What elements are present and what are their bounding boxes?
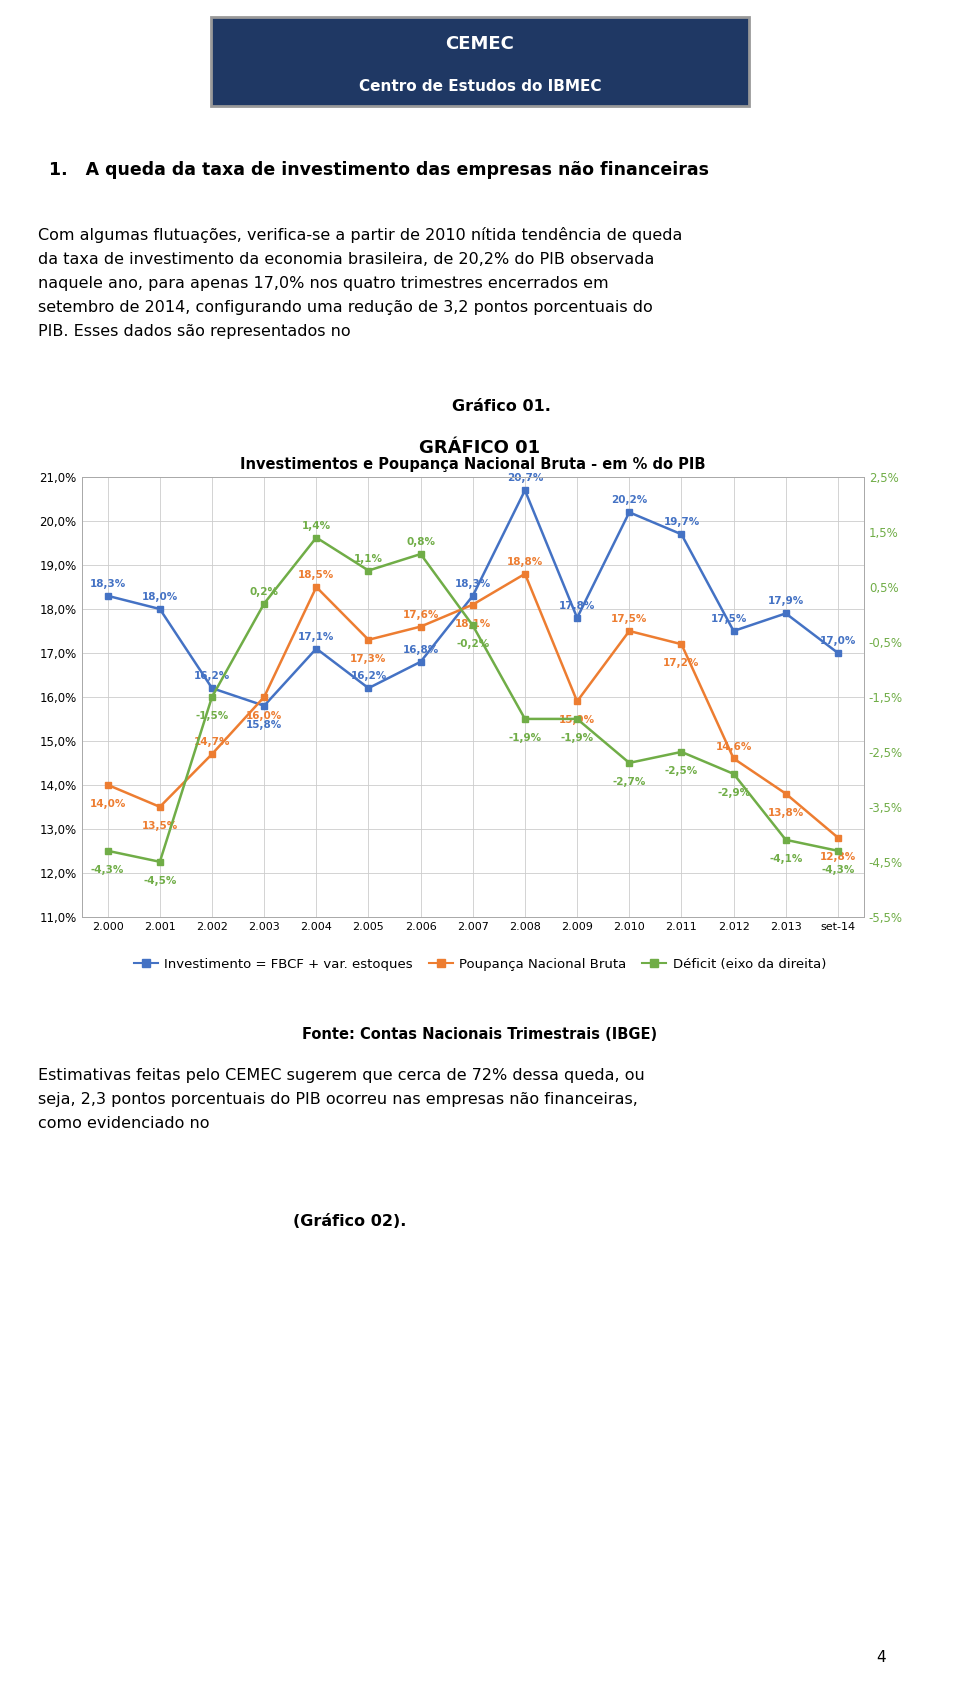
Text: -2,5%: -2,5%	[665, 765, 698, 775]
Text: Com algumas flutuações, verifica-se a partir de 2010 nítida tendência de queda
d: Com algumas flutuações, verifica-se a pa…	[38, 227, 683, 339]
Text: GRÁFICO 01: GRÁFICO 01	[420, 440, 540, 457]
Text: 14,0%: 14,0%	[89, 799, 126, 809]
Text: 1.   A queda da taxa de investimento das empresas não financeiras: 1. A queda da taxa de investimento das e…	[49, 160, 709, 179]
Text: 20,7%: 20,7%	[507, 474, 543, 484]
Text: CEMEC: CEMEC	[445, 34, 515, 53]
Text: Fonte: Contas Nacionais Trimestrais (IBGE): Fonte: Contas Nacionais Trimestrais (IBG…	[302, 1028, 658, 1041]
Text: Estimativas feitas pelo CEMEC sugerem que cerca de 72% dessa queda, ou
seja, 2,3: Estimativas feitas pelo CEMEC sugerem qu…	[38, 1068, 645, 1131]
Text: 12,8%: 12,8%	[820, 852, 856, 862]
Text: 18,3%: 18,3%	[89, 579, 126, 590]
Text: 14,7%: 14,7%	[194, 738, 230, 746]
Text: 16,8%: 16,8%	[402, 644, 439, 654]
Text: -1,9%: -1,9%	[561, 733, 593, 743]
Text: 17,3%: 17,3%	[350, 654, 387, 663]
FancyBboxPatch shape	[211, 17, 749, 106]
Text: -0,2%: -0,2%	[456, 639, 490, 649]
Text: 17,5%: 17,5%	[711, 613, 748, 624]
Text: 17,6%: 17,6%	[402, 610, 439, 620]
Text: 17,0%: 17,0%	[820, 636, 856, 646]
Text: -4,3%: -4,3%	[91, 864, 125, 874]
Text: 4: 4	[876, 1649, 886, 1665]
Text: 1,1%: 1,1%	[354, 554, 383, 564]
Text: 16,0%: 16,0%	[246, 711, 282, 721]
Text: -1,9%: -1,9%	[509, 733, 541, 743]
Text: 18,5%: 18,5%	[299, 571, 334, 579]
Text: 20,2%: 20,2%	[612, 496, 647, 506]
Text: 18,1%: 18,1%	[455, 619, 491, 629]
Text: 14,6%: 14,6%	[715, 741, 752, 751]
Text: Gráfico 01.: Gráfico 01.	[452, 399, 551, 414]
Text: (Gráfico 02).: (Gráfico 02).	[293, 1213, 406, 1229]
Text: -4,5%: -4,5%	[143, 876, 177, 886]
Text: 0,8%: 0,8%	[406, 537, 435, 547]
Text: 16,2%: 16,2%	[194, 671, 230, 682]
Text: 15,9%: 15,9%	[559, 716, 595, 726]
Text: 1,4%: 1,4%	[301, 521, 331, 530]
Text: 18,8%: 18,8%	[507, 557, 543, 567]
Text: 17,1%: 17,1%	[299, 632, 334, 642]
Text: 17,5%: 17,5%	[612, 613, 647, 624]
Text: -4,1%: -4,1%	[769, 854, 803, 864]
Legend: Investimento = FBCF + var. estoques, Poupança Nacional Bruta, Déficit (eixo da d: Investimento = FBCF + var. estoques, Pou…	[129, 953, 831, 976]
Text: 15,8%: 15,8%	[246, 719, 282, 729]
Text: 16,2%: 16,2%	[350, 671, 387, 682]
Text: 17,2%: 17,2%	[663, 658, 700, 668]
Title: Investimentos e Poupança Nacional Bruta - em % do PIB: Investimentos e Poupança Nacional Bruta …	[240, 457, 706, 472]
Text: 18,3%: 18,3%	[455, 579, 491, 590]
Text: 17,8%: 17,8%	[559, 602, 595, 610]
Text: 18,0%: 18,0%	[142, 591, 178, 602]
Text: 0,2%: 0,2%	[250, 586, 278, 596]
Text: -2,7%: -2,7%	[612, 777, 646, 787]
Text: 19,7%: 19,7%	[663, 518, 700, 527]
Text: -1,5%: -1,5%	[196, 711, 228, 721]
Text: Centro de Estudos do IBMEC: Centro de Estudos do IBMEC	[359, 78, 601, 94]
Text: -2,9%: -2,9%	[717, 787, 750, 797]
Text: 13,5%: 13,5%	[142, 821, 178, 832]
Text: -4,3%: -4,3%	[821, 864, 854, 874]
Text: 17,9%: 17,9%	[768, 596, 804, 607]
Text: 13,8%: 13,8%	[768, 808, 804, 818]
